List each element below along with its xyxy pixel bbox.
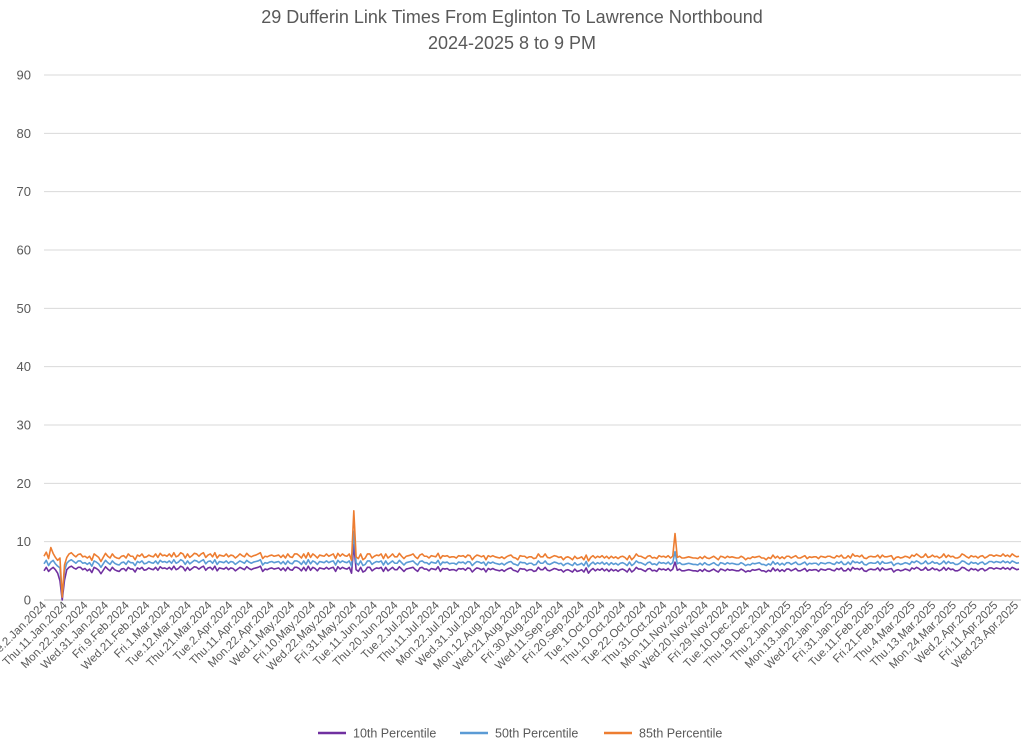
y-tick-label: 20 [17,476,31,491]
chart-title: 29 Dufferin Link Times From Eglinton To … [261,7,763,27]
series-line-1 [43,543,1020,601]
y-tick-label: 40 [17,359,31,374]
chart-subtitle: 2024-2025 8 to 9 PM [427,33,597,53]
legend-label-3: 85th Percentile [639,727,722,741]
series-line-3 [43,509,1020,598]
y-tick-label: 50 [17,301,31,316]
legend-label-1: 10th Percentile [353,727,436,741]
y-tick-label: 0 [24,593,31,608]
y-tick-label: 80 [17,126,31,141]
y-tick-label: 70 [17,184,31,199]
y-tick-label: 90 [17,68,31,83]
y-tick-label: 10 [17,534,31,549]
y-tick-label: 60 [17,243,31,258]
series-line-2 [43,530,1020,598]
y-tick-label: 30 [17,418,31,433]
legend-label-2: 50th Percentile [495,727,578,741]
